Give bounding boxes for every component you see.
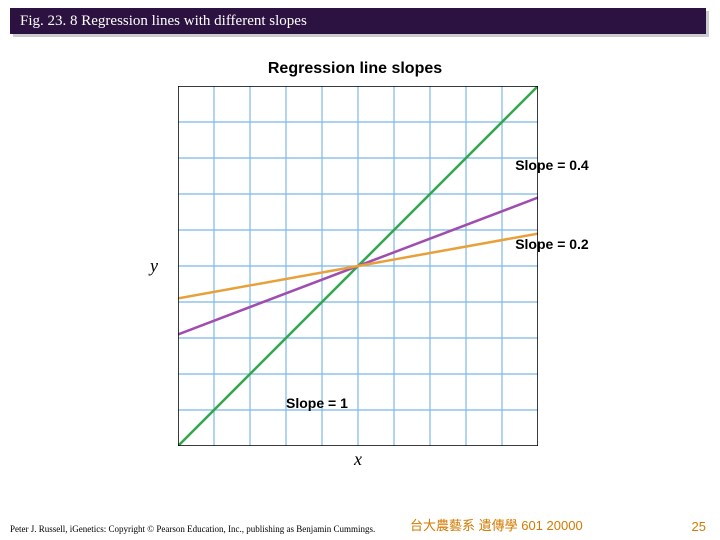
slope-label: Slope = 0.4 [515,157,589,173]
footer-course: 台大農藝系 遺傳學 601 20000 [410,515,583,534]
title-text: Fig. 23. 8 Regression lines with differe… [10,8,706,34]
y-axis-label: y [150,256,158,277]
chart-title: Regression line slopes [160,60,550,78]
regression-chart: Regression line slopes y x Slope = 1Slop… [160,58,550,478]
x-axis-label: x [354,449,362,470]
title-bar: Fig. 23. 8 Regression lines with differe… [10,8,710,38]
plot-area: y x Slope = 1Slope = 0.4Slope = 0.2 [178,86,538,446]
slope-label: Slope = 0.2 [515,236,589,252]
plot-svg [178,86,538,446]
footer-copyright: Peter J. Russell, iGenetics: Copyright ©… [10,524,375,534]
slope-label: Slope = 1 [286,395,348,411]
footer-page: 25 [692,519,706,534]
